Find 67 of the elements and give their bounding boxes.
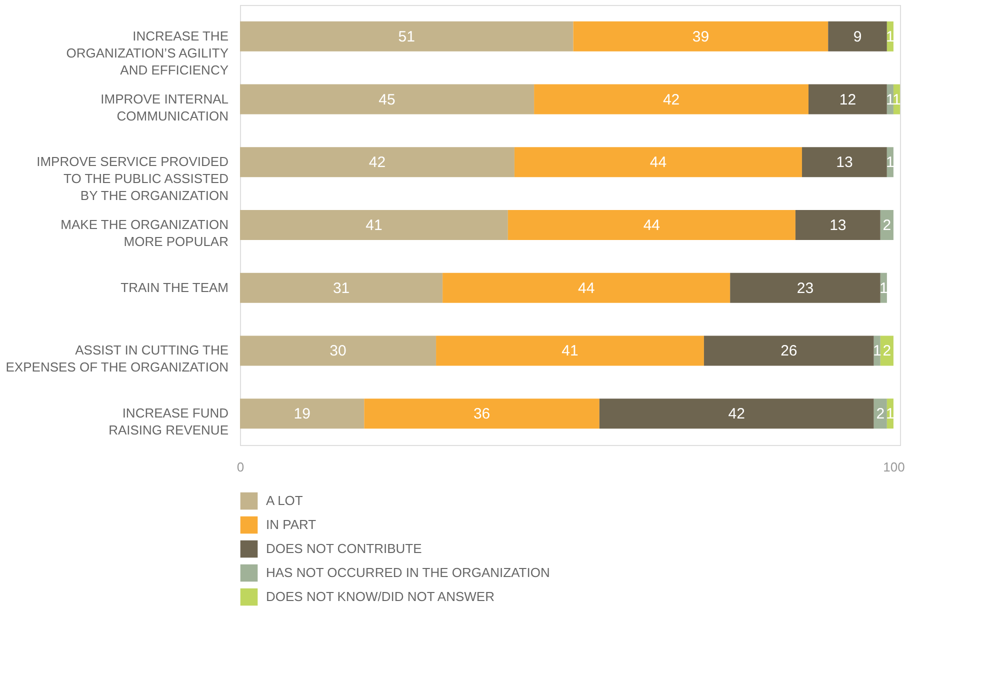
bar bbox=[880, 210, 894, 240]
data-label: 41 bbox=[562, 342, 578, 360]
legend-label: A LOT bbox=[266, 493, 303, 508]
bar bbox=[802, 147, 887, 178]
data-label: 12 bbox=[839, 91, 856, 108]
bar bbox=[240, 84, 534, 114]
bar bbox=[874, 398, 887, 429]
data-label: 44 bbox=[578, 280, 595, 297]
y-tick-label: INCREASE FUND RAISING REVENUE bbox=[108, 406, 229, 438]
data-label: 30 bbox=[330, 342, 346, 360]
y-tick-label: TRAIN THE TEAM bbox=[120, 280, 228, 295]
bar bbox=[240, 398, 364, 429]
data-label: 44 bbox=[650, 154, 667, 172]
data-label: 41 bbox=[366, 217, 382, 234]
data-label: 1 bbox=[886, 91, 894, 108]
data-label: 42 bbox=[368, 154, 386, 172]
bar bbox=[828, 21, 887, 52]
bar bbox=[730, 272, 880, 303]
bar bbox=[436, 336, 704, 366]
bar bbox=[534, 84, 809, 114]
legend-label: HAS NOT OCCURRED IN THE ORGANIZATION bbox=[266, 565, 550, 580]
data-label: 45 bbox=[378, 91, 396, 108]
data-label: 42 bbox=[662, 91, 680, 108]
x-tick-label: 0 bbox=[236, 460, 244, 474]
data-label: 1 bbox=[872, 342, 882, 360]
bar bbox=[808, 84, 887, 114]
data-label: 1 bbox=[886, 28, 894, 46]
bar bbox=[442, 272, 730, 303]
bar bbox=[795, 210, 880, 240]
bar bbox=[240, 21, 574, 52]
data-label: 13 bbox=[836, 154, 853, 172]
bar bbox=[240, 210, 508, 240]
data-label: 36 bbox=[473, 406, 490, 423]
data-label: 19 bbox=[294, 406, 310, 423]
y-tick-label: MAKE THE ORGANIZATION MORE POPULAR bbox=[60, 217, 228, 249]
data-label: 13 bbox=[830, 217, 846, 234]
x-tick-label: 100 bbox=[883, 460, 905, 474]
bar bbox=[240, 272, 443, 303]
y-tick-label: IMPROVE INTERNAL COMMUNICATION bbox=[100, 91, 228, 124]
data-label: 1 bbox=[879, 280, 888, 297]
data-label: 2 bbox=[882, 217, 892, 234]
y-tick-label: ASSIST IN CUTTING THE EXPENSES OF THE ORGANIZATION bbox=[6, 342, 229, 375]
bar bbox=[573, 21, 828, 52]
y-tick-label: INCREASE THE ORGANIZATION’S AGILITY AND EFFICIENCY bbox=[66, 28, 229, 78]
bar bbox=[514, 147, 802, 178]
data-label: 1 bbox=[886, 406, 894, 423]
bar bbox=[599, 398, 874, 429]
bar bbox=[704, 336, 874, 366]
data-label: 44 bbox=[643, 217, 660, 234]
legend-label: DOES NOT KNOW/DID NOT ANSWER bbox=[266, 589, 494, 604]
legend-label: IN PART bbox=[266, 517, 316, 532]
data-label: 2 bbox=[876, 406, 885, 423]
data-label: 31 bbox=[332, 280, 350, 297]
bar bbox=[508, 210, 796, 240]
data-label: 26 bbox=[780, 342, 798, 360]
legend-label: DOES NOT CONTRIBUTE bbox=[266, 541, 422, 556]
data-label: 42 bbox=[728, 406, 745, 423]
data-label: 51 bbox=[398, 28, 415, 46]
data-label: 2 bbox=[882, 342, 892, 360]
data-label: 1 bbox=[886, 154, 894, 172]
data-label: 23 bbox=[796, 280, 814, 297]
data-label: 9 bbox=[853, 28, 862, 46]
bar bbox=[240, 336, 436, 366]
y-tick-label: IMPROVE SERVICE PROVIDED TO THE PUBLIC ASSISTED BY THE ORGANIZATION bbox=[36, 154, 228, 204]
bar bbox=[364, 398, 600, 429]
bar bbox=[240, 147, 514, 178]
data-label: 39 bbox=[692, 28, 710, 46]
